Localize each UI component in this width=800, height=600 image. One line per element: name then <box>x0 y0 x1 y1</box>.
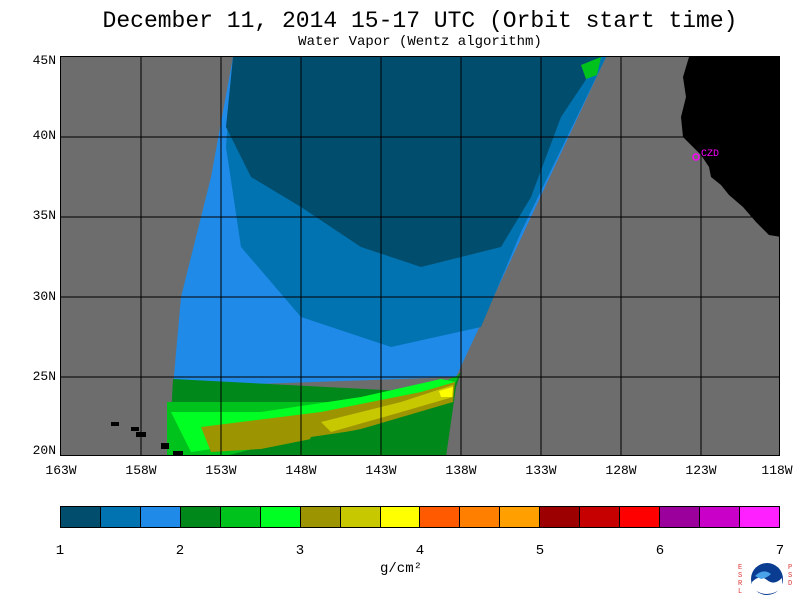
lon-label-148w: 148W <box>285 463 317 478</box>
grid-lines <box>61 57 779 455</box>
colorbar-tick-1: 1 <box>55 543 65 559</box>
svg-text:E: E <box>738 564 742 572</box>
colorbar-tick-4: 4 <box>415 543 425 559</box>
colorbar-segment <box>380 507 421 527</box>
colorbar-segment <box>660 507 700 527</box>
lon-label-143w: 143W <box>365 463 397 478</box>
lon-label-158w: 158W <box>125 463 157 478</box>
color-scale-bar <box>60 506 780 528</box>
lat-label-40n: 40N <box>32 128 56 143</box>
lon-label-163w: 163W <box>45 463 77 478</box>
colorbar-tick-7: 7 <box>775 543 785 559</box>
map-subtitle: Water Vapor (Wentz algorithm) <box>298 34 542 50</box>
colorbar-segment <box>460 507 501 527</box>
lat-label-25n: 25N <box>32 369 56 384</box>
svg-text:S: S <box>788 572 792 580</box>
svg-text:R: R <box>738 580 743 588</box>
lon-label-128w: 128W <box>605 463 637 478</box>
svg-text:D: D <box>788 580 792 588</box>
colorbar-segment <box>260 507 301 527</box>
colorbar-segment <box>100 507 141 527</box>
lat-label-20n: 20N <box>32 443 56 458</box>
station-label: CZD <box>701 149 719 160</box>
colorbar-segment <box>540 507 581 527</box>
map-title: December 11, 2014 15-17 UTC (Orbit start… <box>102 8 738 34</box>
colorbar-tick-2: 2 <box>175 543 185 559</box>
colorbar-tick-3: 3 <box>295 543 305 559</box>
colorbar-segment <box>580 507 621 527</box>
lat-label-45n: 45N <box>32 53 56 68</box>
lon-label-153w: 153W <box>205 463 237 478</box>
lon-label-138w: 138W <box>445 463 477 478</box>
lon-label-133w: 133W <box>525 463 557 478</box>
svg-text:P: P <box>788 564 792 572</box>
lon-label-123w: 123W <box>685 463 717 478</box>
map-canvas: CZD <box>61 57 779 455</box>
lon-label-118w: 118W <box>761 463 793 478</box>
water-vapor-map: CZD <box>60 56 780 456</box>
svg-text:L: L <box>738 588 742 596</box>
colorbar-segment <box>420 507 461 527</box>
colorbar-tick-6: 6 <box>655 543 665 559</box>
colorbar-segment <box>300 507 341 527</box>
lat-label-35n: 35N <box>32 208 56 223</box>
svg-text:S: S <box>738 572 742 580</box>
colorbar-segment <box>620 507 661 527</box>
colorbar-unit-label: g/cm² <box>380 561 423 577</box>
colorbar-segment <box>700 507 740 527</box>
lat-label-30n: 30N <box>32 289 56 304</box>
noaa-esrl-psd-logo: E S R L P S D <box>738 563 792 596</box>
colorbar-segment <box>500 507 541 527</box>
colorbar-tick-5: 5 <box>535 543 545 559</box>
colorbar-segment <box>140 507 181 527</box>
swath-field <box>167 57 606 455</box>
colorbar-segment <box>340 507 381 527</box>
colorbar-segment <box>220 507 261 527</box>
colorbar-segment <box>739 507 779 527</box>
colorbar-segment <box>61 507 101 527</box>
colorbar-segment <box>180 507 221 527</box>
station-marker-czd: CZD <box>692 149 719 161</box>
